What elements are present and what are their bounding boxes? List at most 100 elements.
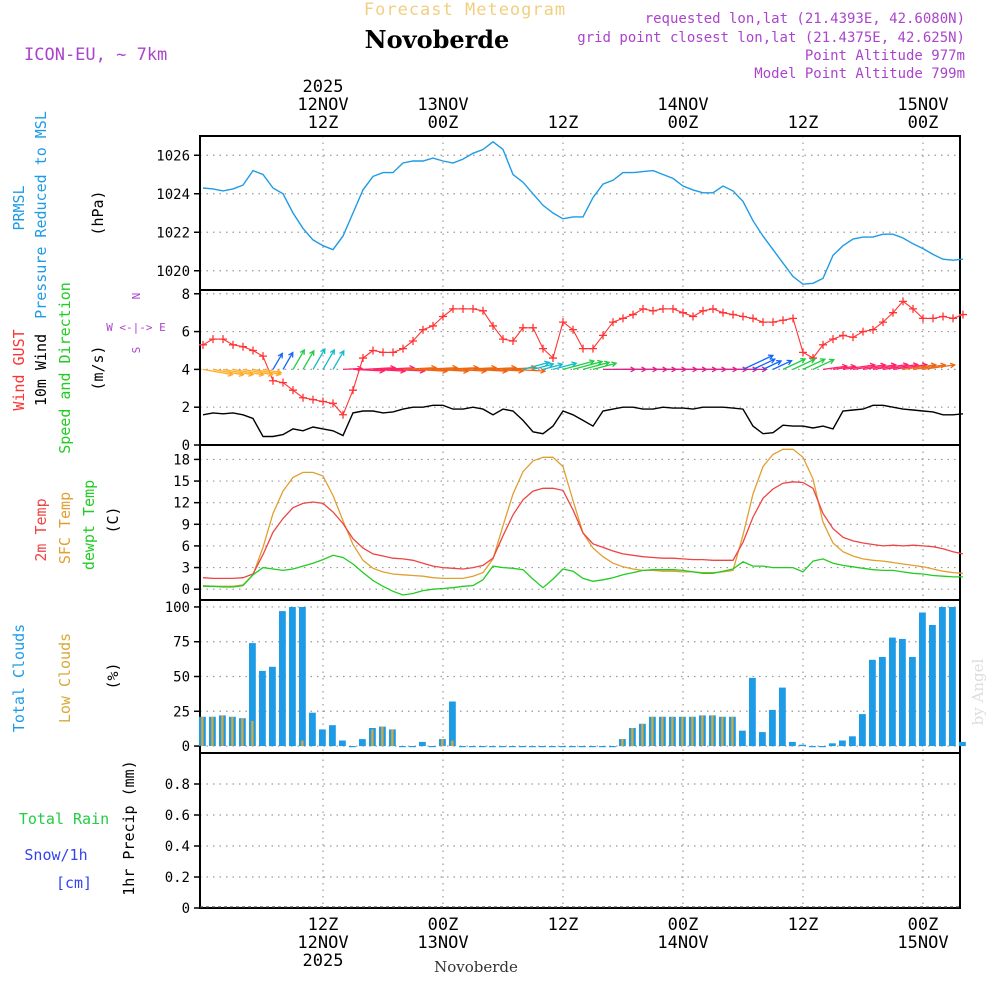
panel-pressure: 1020 1022 1024 1026	[156, 135, 961, 291]
snow-label: Snow/1h	[24, 846, 87, 864]
gust-point	[249, 346, 257, 355]
top-hour-label: 12Z	[308, 113, 339, 133]
total-cloud-bar	[469, 746, 476, 748]
y-tick-label: 6	[182, 325, 190, 341]
gust-point	[789, 314, 797, 323]
low-cloud-bar	[711, 715, 714, 746]
wind-arrow	[742, 354, 775, 370]
wind-arrow	[302, 349, 315, 370]
total-cloud-bar	[549, 746, 556, 748]
y-tick-label: 18	[173, 452, 190, 468]
low-cloud-bar	[231, 716, 234, 746]
total-cloud-bar	[559, 746, 566, 748]
low-cloud-bar	[301, 740, 304, 747]
low-cloud-bar	[371, 729, 374, 747]
total-cloud-bar	[269, 666, 276, 747]
low-cloud-bar	[621, 739, 624, 747]
total-cloud-bar	[509, 746, 516, 748]
y-tick-label: 15	[173, 474, 190, 490]
y-tick-label: 0	[182, 438, 190, 454]
gust-point	[399, 344, 407, 353]
top-date-label: 13NOV	[417, 95, 468, 115]
total-cloud-bar	[419, 741, 426, 747]
bottom-date-label: 12NOV	[297, 933, 348, 953]
dewpt-line	[203, 554, 963, 596]
gust-point	[209, 335, 217, 344]
panel-precip: 0 0.2 0.4 0.6 0.8	[165, 752, 961, 917]
wind-arrow	[322, 348, 335, 370]
gust-point	[859, 327, 867, 336]
wind-arrow	[532, 362, 555, 371]
gust-point	[659, 304, 667, 313]
y-tick-label: 6	[182, 539, 190, 555]
dir-label: Speed and Direction	[56, 282, 74, 454]
snow-unit-label: [cm]	[56, 874, 92, 892]
bottom-year-label: 2025	[303, 951, 344, 971]
total-cloud-bar	[289, 607, 296, 747]
total-cloud-bar	[889, 637, 896, 747]
y-tick-label: 100	[165, 600, 190, 616]
bottom-hour-label: 00Z	[428, 915, 459, 935]
wind-unit: (m/s)	[89, 345, 107, 390]
gust-point	[909, 304, 917, 313]
total-cloud-bar	[859, 714, 866, 747]
gust-point	[749, 314, 757, 323]
y-tick-label: 0.4	[165, 839, 190, 855]
y-tick-label: 0	[182, 739, 190, 755]
low-cloud-bar	[201, 716, 204, 746]
gust-point	[609, 318, 617, 327]
total-cloud-bar	[839, 740, 846, 747]
wind-arrow	[592, 361, 618, 371]
gust-point	[729, 310, 737, 319]
gust-point	[289, 386, 297, 395]
wind-arrow	[792, 358, 817, 370]
total-cloud-bar	[909, 657, 916, 746]
total-cloud-bar	[849, 736, 856, 746]
requested-coords: requested lon,lat (21.4393E, 42.6080N)	[645, 11, 965, 27]
y-tick-label: 1020	[156, 264, 190, 280]
y-tick-label: 25	[173, 704, 190, 720]
total-cloud-bar	[739, 730, 746, 746]
wind-direction-arrows	[202, 347, 957, 378]
y-tick-label: 50	[173, 670, 190, 686]
total-cloud-bar	[949, 607, 956, 747]
rain-label: Total Rain	[19, 810, 109, 828]
gust-point	[719, 308, 727, 317]
product-title: Forecast Meteogram	[364, 0, 566, 20]
gust-point	[369, 346, 377, 355]
pressure-unit: (hPa)	[89, 190, 107, 235]
panel-wind: 0 2 4 6 8	[182, 287, 961, 454]
total-cloud-bar	[359, 739, 366, 747]
top-hour-label: 00Z	[668, 113, 699, 133]
total-cloud-bar	[329, 725, 336, 747]
chart-panels: 1020102210241026024680369121518025507510…	[156, 135, 967, 917]
total-cloud-bar	[759, 732, 766, 746]
total-cloud-bar	[929, 625, 936, 746]
gust-point	[319, 397, 327, 406]
gust-point	[759, 318, 767, 327]
total-cloud-bar	[349, 746, 356, 748]
wind-arrow	[272, 352, 283, 370]
gust-point	[339, 410, 347, 419]
bottom-hour-label: 12Z	[308, 915, 339, 935]
gust-point	[899, 297, 907, 306]
y-tick-label: 0.8	[165, 777, 190, 793]
point-altitude: Point Altitude 977m	[805, 48, 965, 64]
gust-point	[799, 348, 807, 357]
gust-point	[279, 378, 287, 387]
wind-label: 10m Wind	[32, 334, 50, 406]
top-hour-label: 00Z	[428, 113, 459, 133]
panel-frame	[199, 135, 961, 291]
low-cloud-bar	[211, 716, 214, 746]
gust-point	[679, 308, 687, 317]
gust-point	[469, 304, 477, 313]
total-cloud-bar	[779, 687, 786, 746]
gust-label: Wind GUST	[10, 329, 28, 410]
total-cloud-bar	[409, 746, 416, 748]
top-date-label: 14NOV	[657, 95, 708, 115]
gust-point	[509, 337, 517, 346]
sfc-label: SFC Temp	[56, 492, 74, 564]
wind-arrow	[772, 359, 793, 370]
total-cloud-bar	[809, 746, 816, 748]
total-cloud-bar	[249, 643, 256, 746]
